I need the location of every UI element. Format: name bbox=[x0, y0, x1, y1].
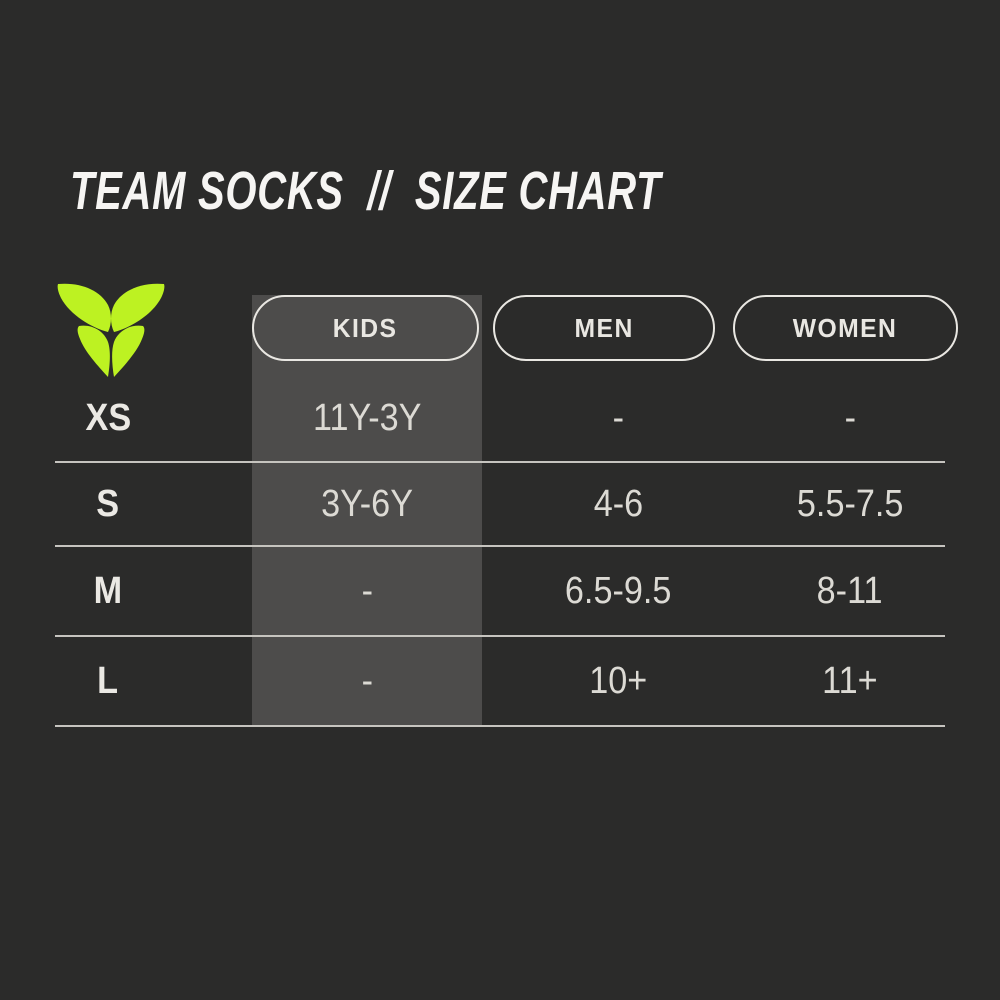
cell-s-women: 5.5-7.5 bbox=[796, 482, 904, 525]
column-header-women[interactable]: WOMEN bbox=[733, 295, 958, 361]
cell-l-women: 11+ bbox=[822, 659, 878, 702]
column-header-kids[interactable]: KIDS bbox=[252, 295, 479, 361]
cell-s-men: 4-6 bbox=[593, 482, 644, 525]
cell-l-kids: - bbox=[361, 659, 373, 702]
table-row-s: S 3Y-6Y 4-6 5.5-7.5 bbox=[55, 463, 945, 547]
cell-m-kids: - bbox=[361, 569, 373, 612]
kids-column-highlight bbox=[252, 295, 482, 727]
table-row-l: L - 10+ 11+ bbox=[55, 637, 945, 727]
cell-xs-men: - bbox=[612, 396, 625, 439]
column-header-women-label: WOMEN bbox=[793, 312, 898, 343]
page-title: TEAM SOCKS // SIZE CHART bbox=[70, 161, 662, 221]
column-header-men-label: MEN bbox=[574, 312, 634, 343]
cell-xs-women: - bbox=[844, 396, 856, 439]
cell-s-kids: 3Y-6Y bbox=[321, 482, 413, 525]
size-label-s: S bbox=[96, 482, 120, 525]
table-rows: XS 11Y-3Y - - S 3Y-6Y bbox=[55, 363, 945, 727]
size-label-l: L bbox=[97, 659, 119, 702]
cell-m-women: 8-11 bbox=[817, 569, 883, 612]
table-row-m: M - 6.5-9.5 8-11 bbox=[55, 547, 945, 637]
size-label-xs: XS bbox=[85, 396, 131, 439]
column-header-men[interactable]: MEN bbox=[493, 295, 715, 361]
cell-m-men: 6.5-9.5 bbox=[565, 569, 672, 612]
size-chart-table: KIDS MEN WOMEN XS 11Y-3Y - - bbox=[55, 295, 958, 727]
column-header-kids-label: KIDS bbox=[333, 312, 398, 343]
wings-logo-icon bbox=[57, 283, 165, 377]
size-label-m: M bbox=[93, 569, 123, 612]
cell-l-men: 10+ bbox=[589, 659, 648, 702]
table-row-xs: XS 11Y-3Y - - bbox=[55, 363, 945, 463]
cell-xs-kids: 11Y-3Y bbox=[312, 396, 422, 439]
